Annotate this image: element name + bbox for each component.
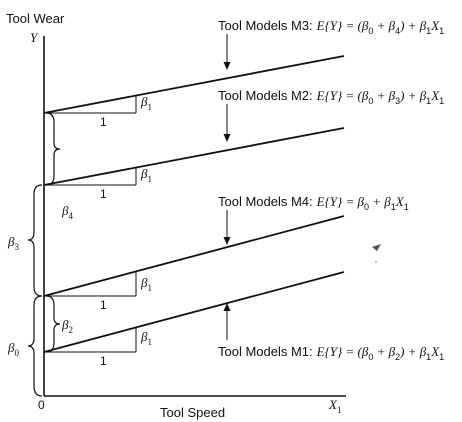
slope-rise-label: β1 <box>140 166 152 184</box>
scan-speck <box>372 244 381 263</box>
slope-triangle-m2: 1 β1 <box>44 166 152 201</box>
arrow-m1 <box>223 303 231 340</box>
slope-run-label: 1 <box>100 354 107 368</box>
model-label-m4: Tool Models M4: E{Y} = β0 + β1X1 <box>218 194 409 212</box>
x-axis-symbol: X1 <box>328 397 341 415</box>
y-axis-title: Tool Wear <box>6 11 65 26</box>
brace-beta2-label: β2 <box>61 317 73 335</box>
brace-beta4-label: β4 <box>61 203 73 221</box>
brace-beta3: β3 <box>7 184 43 297</box>
line-m4 <box>43 215 345 297</box>
slope-run-label: 1 <box>100 187 107 201</box>
arrow-m2 <box>223 104 231 142</box>
slope-triangle-m1: 1 β1 <box>44 328 152 368</box>
slope-rise-label: β1 <box>140 94 152 112</box>
model-label-m2: Tool Models M2: E{Y} = (β0 + β3) + β1X1 <box>218 88 444 106</box>
brace-beta0-label: β0 <box>7 340 19 358</box>
line-m2 <box>43 127 345 186</box>
slope-rise-label: β1 <box>140 329 152 347</box>
model-label-m3: Tool Models M3: E{Y} = (β0 + β4) + β1X1 <box>218 18 444 36</box>
y-axis-symbol: Y <box>30 30 39 45</box>
slope-run-label: 1 <box>100 298 107 312</box>
line-m3 <box>43 55 345 114</box>
slope-triangle-m4: 1 β1 <box>44 272 152 312</box>
arrow-m4 <box>223 210 231 245</box>
brace-beta0: β0 <box>7 295 43 397</box>
origin-label: 0 <box>38 398 45 412</box>
slope-run-label: 1 <box>100 115 107 129</box>
arrow-m3 <box>223 34 231 70</box>
brace-beta2: β2 <box>45 295 73 353</box>
line-m1 <box>43 271 345 353</box>
brace-beta3-label: β3 <box>7 234 19 252</box>
slope-rise-label: β1 <box>140 275 152 293</box>
x-axis-title: Tool Speed <box>160 405 225 420</box>
slope-triangle-m3: 1 β1 <box>44 94 152 129</box>
model-label-m1: Tool Models M1: E{Y} = (β0 + β2) + β1X1 <box>218 344 444 362</box>
brace-beta4: β4 <box>45 112 73 221</box>
